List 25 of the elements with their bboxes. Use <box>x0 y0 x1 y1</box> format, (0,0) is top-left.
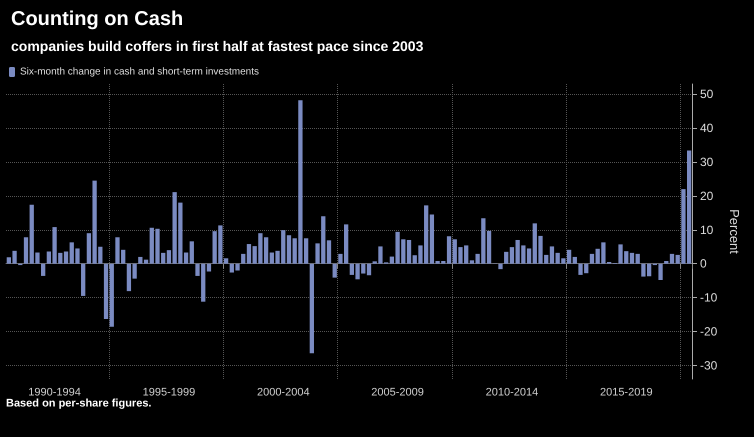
bar <box>81 264 86 296</box>
bar <box>498 264 503 270</box>
bar <box>310 264 314 354</box>
x-tick-label: 2000-2004 <box>256 386 310 398</box>
bar <box>41 264 46 276</box>
y-tick-label: 50 <box>700 87 714 102</box>
y-tick-label: 0 <box>700 256 707 271</box>
y-tick-label: 40 <box>700 121 714 136</box>
chart-subtitle: companies build coffers in first half at fastest pace since 2003 <box>11 38 424 54</box>
legend-label: Six-month change in cash and short-term investments <box>20 66 259 78</box>
chart-title: Counting on Cash <box>11 8 184 30</box>
y-tick-label: 20 <box>700 188 714 203</box>
y-tick-label: 30 <box>700 154 714 169</box>
y-tick-label: -20 <box>700 324 718 339</box>
bar <box>332 264 337 278</box>
y-axis-title: Percent <box>727 209 742 254</box>
y-tick-label: -30 <box>700 358 718 372</box>
y-tick-label: -10 <box>700 290 718 305</box>
x-tick-label: 2010-2014 <box>486 386 538 398</box>
y-tick-label: 10 <box>700 222 714 237</box>
x-tick-label: 1995-1999 <box>142 386 196 398</box>
text: Based on per-share figures. <box>6 398 152 410</box>
x-tick-label: 2005-2009 <box>371 386 424 398</box>
x-tick-label: 1990-1994 <box>28 386 81 398</box>
x-tick-label: 2015-2019 <box>600 386 653 398</box>
